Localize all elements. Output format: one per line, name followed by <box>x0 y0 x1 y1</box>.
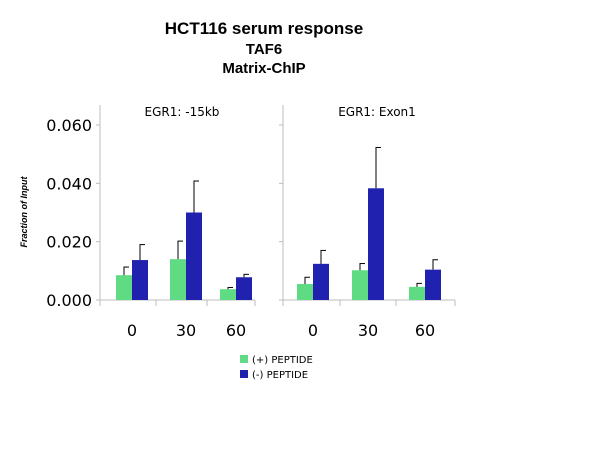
bar-minus-peptide <box>236 277 252 300</box>
legend-label-minus-peptide: (-) PEPTIDE <box>252 370 308 381</box>
title-line-2: TAF6 <box>246 41 282 58</box>
bar-plus-peptide <box>220 289 236 300</box>
y-axis-ticks: 0.000 0.020 0.040 0.060 <box>46 116 92 310</box>
panel-title: EGR1: -15kb <box>145 105 220 119</box>
y-tick-label: 0.020 <box>46 233 92 252</box>
bar-minus-peptide <box>186 212 202 300</box>
x-tick-label: 0 <box>127 321 137 340</box>
panel-egr1-15kb: EGR1: -15kb 0 30 60 <box>96 105 256 340</box>
bar-plus-peptide <box>116 275 132 300</box>
chart-title: HCT116 serum response TAF6 Matrix-ChIP <box>165 19 363 77</box>
bar-minus-peptide <box>132 260 148 300</box>
legend-swatch-minus-peptide <box>240 370 248 378</box>
bar-minus-peptide <box>425 269 441 300</box>
y-tick-label: 0.040 <box>46 174 92 193</box>
x-tick-label: 30 <box>176 321 196 340</box>
bar-plus-peptide <box>352 270 368 300</box>
legend-swatch-plus-peptide <box>240 355 248 363</box>
x-tick-label: 0 <box>308 321 318 340</box>
y-axis-title: Fraction of Input <box>19 176 29 248</box>
panel-title: EGR1: Exon1 <box>338 105 416 119</box>
x-tick-label: 60 <box>415 321 435 340</box>
title-line-1: HCT116 serum response <box>165 19 363 38</box>
bar-minus-peptide <box>313 263 329 300</box>
bar-plus-peptide <box>297 283 313 300</box>
title-line-3: Matrix-ChIP <box>222 60 305 77</box>
legend: (+) PEPTIDE (-) PEPTIDE <box>240 355 313 381</box>
x-tick-label: 30 <box>358 321 378 340</box>
legend-label-plus-peptide: (+) PEPTIDE <box>252 355 313 366</box>
bar-plus-peptide <box>409 286 425 300</box>
x-tick-label: 60 <box>226 321 246 340</box>
panel-egr1-exon1: EGR1: Exon1 0 30 60 <box>279 105 456 340</box>
y-tick-label: 0.060 <box>46 116 92 135</box>
y-tick-label: 0.000 <box>46 291 92 310</box>
bar-plus-peptide <box>170 259 186 300</box>
bar-minus-peptide <box>368 188 384 300</box>
